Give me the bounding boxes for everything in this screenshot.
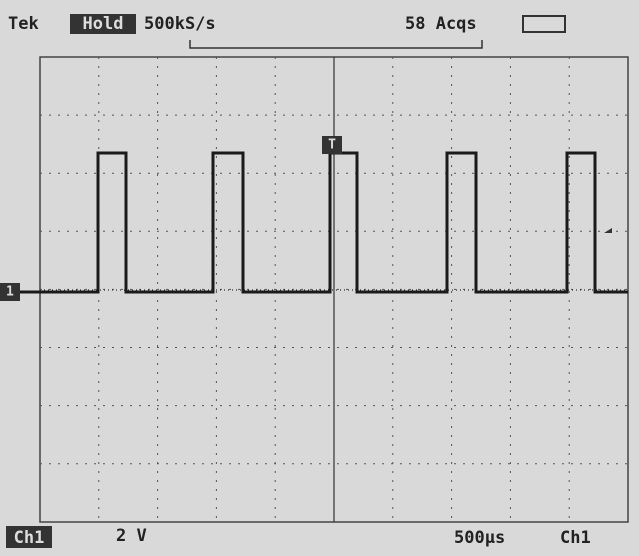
volts-per-div: 2 V [116,526,147,546]
mode: Hold [83,14,124,34]
scope-screen: Tek Hold 500kS/s 58 Acqs 1 T Ch1 2 V 500… [0,0,639,556]
acquisitions: 58 Acqs [405,14,477,34]
channel-marker: 1 [6,285,14,300]
trigger-source: Ch1 [560,528,591,548]
sample-rate: 500kS/s [144,14,216,34]
screen-background [0,0,639,556]
trigger-marker: T [328,138,336,153]
page: Tek Hold 500kS/s 58 Acqs 1 T Ch1 2 V 500… [0,0,639,556]
channel-label: Ch1 [14,528,45,548]
time-per-div: 500µs [454,528,505,548]
brand: Tek [8,14,39,34]
